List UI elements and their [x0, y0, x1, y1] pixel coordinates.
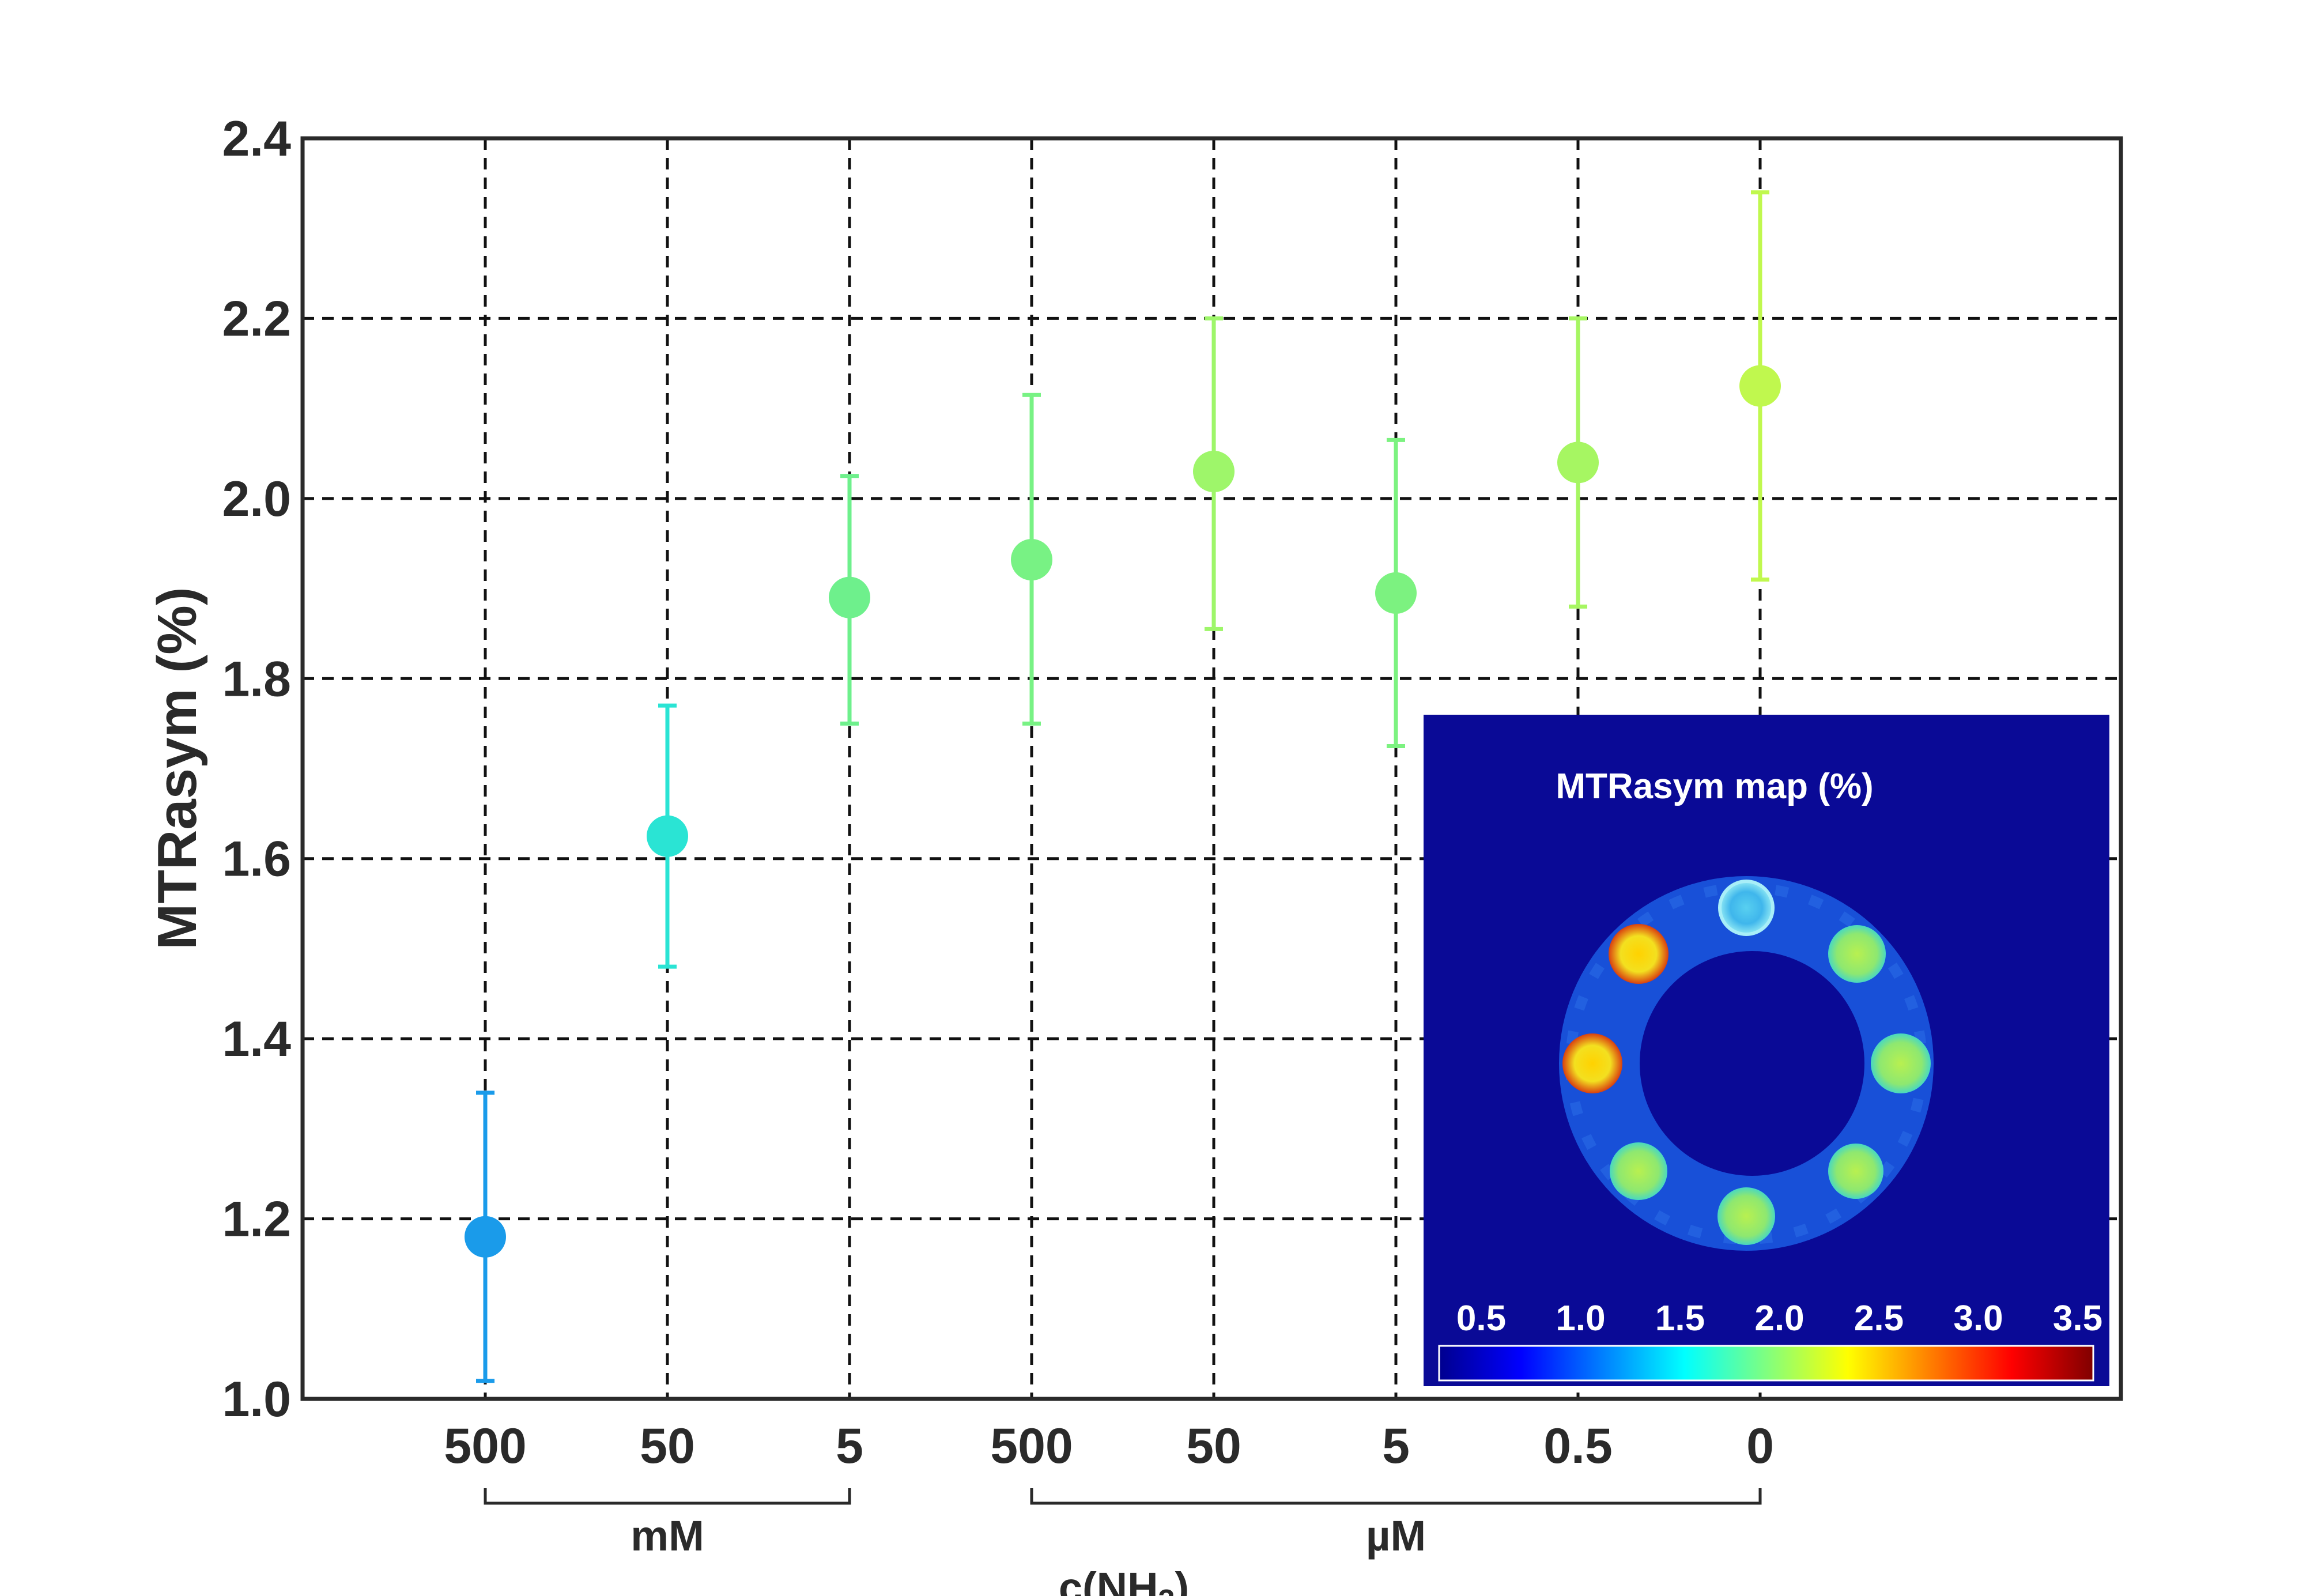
- y-tick-label: 2.2: [222, 291, 291, 346]
- x-axis-title-main: c(NH: [1059, 1564, 1158, 1596]
- colorbar: [1438, 1345, 2094, 1382]
- y-tick-label: 1.4: [222, 1012, 291, 1067]
- data-point: [465, 1216, 506, 1258]
- y-tick-label: 1.8: [222, 651, 291, 707]
- vial-upper-right: [1828, 925, 1886, 983]
- colorbar-tick-label: 0.5: [1456, 1299, 1506, 1338]
- data-point: [1557, 442, 1599, 484]
- group-bracket: [484, 1488, 851, 1505]
- data-points: [465, 365, 1781, 1258]
- x-axis-title: c(NH3): [1059, 1564, 1189, 1596]
- vial-right: [1871, 1033, 1931, 1093]
- y-tick-labels: 1.0 1.2 1.4 1.6 1.8 2.0 2.2 2.4: [222, 111, 291, 1427]
- plot-frame: [300, 136, 2123, 1401]
- x-tick-label: 50: [640, 1418, 695, 1474]
- y-axis-title: MTRasym (%): [146, 587, 208, 949]
- phantom-image: [1559, 876, 1934, 1251]
- colorbar-tick-label: 3.0: [1953, 1299, 2003, 1338]
- group-label: mM: [631, 1512, 704, 1560]
- x-axis-title-close: ): [1175, 1564, 1189, 1596]
- y-tick-label: 1.0: [222, 1372, 291, 1427]
- data-point: [647, 815, 688, 857]
- vial-lower-right: [1828, 1144, 1883, 1199]
- vial-left: [1562, 1033, 1622, 1093]
- x-tick-label: 5: [836, 1418, 863, 1474]
- colorbar-tick-label: 3.5: [2053, 1299, 2102, 1338]
- x-tick-label: 5: [1382, 1418, 1410, 1474]
- x-tick-label: 500: [990, 1418, 1073, 1474]
- x-tick-labels: 500 50 5 500 50 5 0.5 0: [444, 1418, 1774, 1474]
- vial-bottom: [1717, 1187, 1775, 1245]
- unit-group-brackets: mM µM: [484, 1488, 1762, 1560]
- x-axis-title-subscript: 3: [1158, 1584, 1175, 1596]
- vial-upper-left: [1609, 924, 1669, 984]
- y-tick-label: 2.4: [222, 111, 291, 167]
- x-tick-label: 0: [1746, 1418, 1774, 1474]
- colorbar-tick-label: 2.5: [1854, 1299, 1904, 1338]
- mtrasym-map-inset: MTRasym map (%) 0.5 1.0 1.5 2.0 2.5 3.0 3.5: [1424, 715, 2109, 1386]
- y-tick-label: 1.2: [222, 1192, 291, 1247]
- y-tick-label: 2.0: [222, 471, 291, 527]
- data-point: [1739, 365, 1781, 407]
- x-tick-label: 0.5: [1543, 1418, 1613, 1474]
- data-point: [829, 576, 870, 618]
- data-point: [1193, 450, 1235, 492]
- colorbar-tick-label: 1.5: [1655, 1299, 1705, 1338]
- x-tick-label: 500: [444, 1418, 527, 1474]
- colorbar-tick-label: 1.0: [1556, 1299, 1605, 1338]
- data-point: [1011, 539, 1052, 581]
- data-point: [1375, 572, 1417, 614]
- inset-title: MTRasym map (%): [1556, 767, 1873, 806]
- colorbar-tick-label: 2.0: [1754, 1299, 1804, 1338]
- group-bracket: [1030, 1488, 1762, 1505]
- group-label: µM: [1366, 1512, 1426, 1560]
- y-tick-label: 1.6: [222, 832, 291, 887]
- colorbar-tick-labels: 0.5 1.0 1.5 2.0 2.5 3.0 3.5: [1456, 1299, 2102, 1338]
- x-tick-label: 50: [1186, 1418, 1241, 1474]
- vial-lower-left: [1610, 1142, 1667, 1200]
- phantom-center-hole: [1640, 951, 1864, 1176]
- vial-top: [1718, 880, 1775, 936]
